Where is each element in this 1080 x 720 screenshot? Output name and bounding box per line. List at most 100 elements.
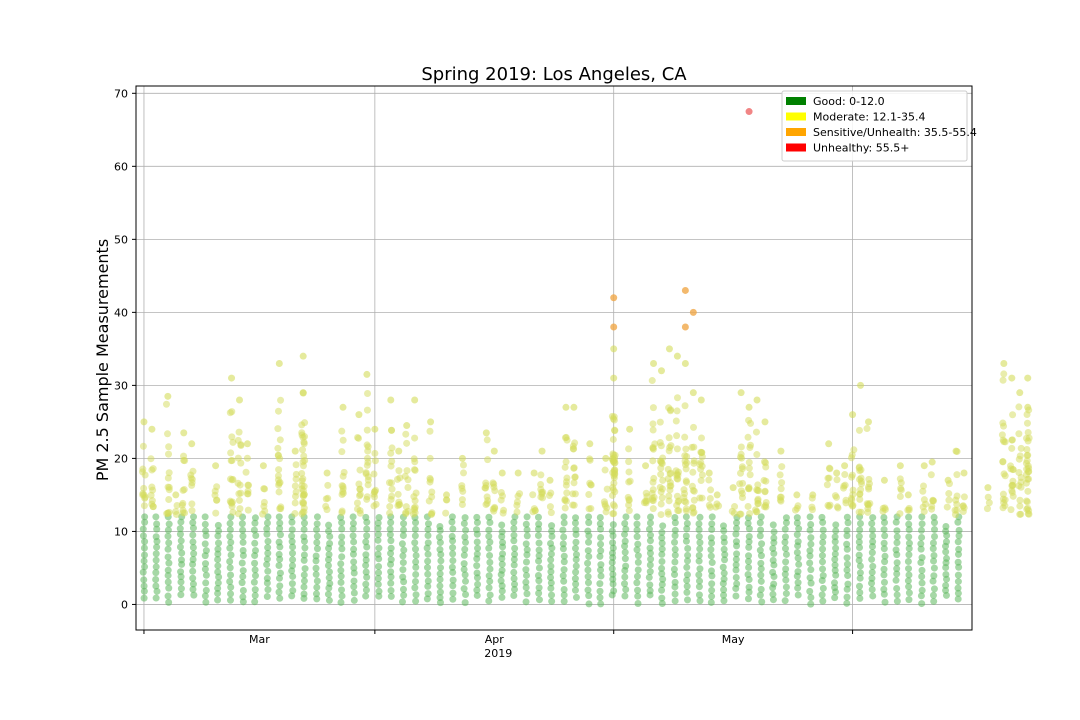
data-point-good xyxy=(214,555,222,563)
data-point-moderate xyxy=(563,489,571,497)
data-point-good xyxy=(695,557,703,565)
data-point-good xyxy=(696,597,704,605)
data-point-good xyxy=(263,561,271,569)
data-point-good xyxy=(511,585,519,593)
data-point-moderate xyxy=(426,427,434,435)
data-point-good xyxy=(374,519,382,527)
data-point-good xyxy=(622,513,630,521)
data-point-good xyxy=(251,586,259,594)
data-point-moderate xyxy=(164,392,172,400)
data-point-good xyxy=(424,570,432,578)
data-point-moderate xyxy=(985,499,993,507)
data-point-good xyxy=(534,572,542,580)
data-point-good xyxy=(486,577,494,585)
data-point-good xyxy=(460,551,468,559)
data-point-moderate xyxy=(363,406,371,414)
data-point-good xyxy=(238,579,246,587)
data-point-good xyxy=(226,564,234,572)
data-point-good xyxy=(930,519,938,527)
data-point-moderate xyxy=(1023,446,1031,454)
data-point-good xyxy=(362,561,370,569)
data-point-moderate xyxy=(362,470,370,478)
data-point-good xyxy=(806,574,814,582)
data-point-moderate xyxy=(697,477,705,485)
data-point-good xyxy=(757,559,765,567)
data-point-good xyxy=(782,514,790,522)
data-point-moderate xyxy=(586,440,594,448)
data-point-good xyxy=(633,572,641,580)
data-point-good xyxy=(597,525,605,533)
data-point-moderate xyxy=(338,507,346,515)
data-point-moderate xyxy=(323,469,331,477)
data-point-good xyxy=(893,527,901,535)
data-point-moderate xyxy=(680,486,688,494)
data-point-good xyxy=(560,591,568,599)
data-point-moderate xyxy=(625,468,633,476)
data-point-moderate xyxy=(667,407,675,415)
data-point-good xyxy=(325,568,333,576)
data-point-good xyxy=(769,545,777,553)
data-point-moderate xyxy=(299,446,307,454)
data-point-good xyxy=(423,595,431,603)
data-point-good xyxy=(498,566,506,574)
data-point-good xyxy=(288,562,296,570)
data-point-good xyxy=(634,540,642,548)
data-point-good xyxy=(646,561,654,569)
data-point-good xyxy=(300,556,308,564)
data-point-good xyxy=(374,524,382,532)
data-point-good xyxy=(189,524,197,532)
data-point-good xyxy=(176,543,184,551)
data-point-good xyxy=(189,543,197,551)
data-point-moderate xyxy=(164,474,172,482)
data-point-good xyxy=(324,561,332,569)
data-point-good xyxy=(202,598,210,606)
data-point-moderate xyxy=(778,479,786,487)
data-point-moderate xyxy=(164,430,172,438)
data-point-good xyxy=(313,526,321,534)
data-point-moderate xyxy=(960,493,968,501)
data-point-good xyxy=(659,522,667,530)
data-point-moderate xyxy=(291,499,299,507)
data-point-good xyxy=(522,540,530,548)
data-point-good xyxy=(646,537,654,545)
data-point-good xyxy=(609,575,617,583)
data-point-good xyxy=(843,532,851,540)
data-point-good xyxy=(239,526,247,534)
data-point-good xyxy=(744,557,752,565)
data-point-good xyxy=(955,563,963,571)
data-point-moderate xyxy=(642,462,650,470)
data-point-good xyxy=(696,539,704,547)
data-point-good xyxy=(819,584,827,592)
data-point-good xyxy=(769,568,777,576)
data-point-moderate xyxy=(387,449,395,457)
data-point-moderate xyxy=(880,476,888,484)
data-point-good xyxy=(597,600,605,608)
data-point-moderate xyxy=(706,494,714,502)
data-point-good xyxy=(707,534,715,542)
data-point-good xyxy=(337,572,345,580)
data-point-good xyxy=(695,526,703,534)
data-point-moderate xyxy=(428,493,436,501)
data-point-moderate xyxy=(483,436,491,444)
data-point-good xyxy=(436,582,444,590)
data-point-good xyxy=(819,597,827,605)
data-point-good xyxy=(535,546,543,554)
data-point-moderate xyxy=(570,403,578,411)
data-point-moderate xyxy=(601,466,609,474)
data-point-good xyxy=(806,513,814,521)
data-point-good xyxy=(486,552,494,560)
data-point-moderate xyxy=(745,403,753,411)
data-point-moderate xyxy=(458,500,466,508)
data-point-moderate xyxy=(690,487,698,495)
data-point-good xyxy=(707,567,715,575)
data-point-good xyxy=(250,526,258,534)
data-point-moderate xyxy=(428,488,436,496)
data-point-moderate xyxy=(945,496,953,504)
data-point-moderate xyxy=(235,428,243,436)
data-point-good xyxy=(954,538,962,546)
data-point-good xyxy=(226,577,234,585)
data-point-moderate xyxy=(292,461,300,469)
data-point-moderate xyxy=(356,466,364,474)
data-point-moderate xyxy=(1000,499,1008,507)
data-point-good xyxy=(584,559,592,567)
